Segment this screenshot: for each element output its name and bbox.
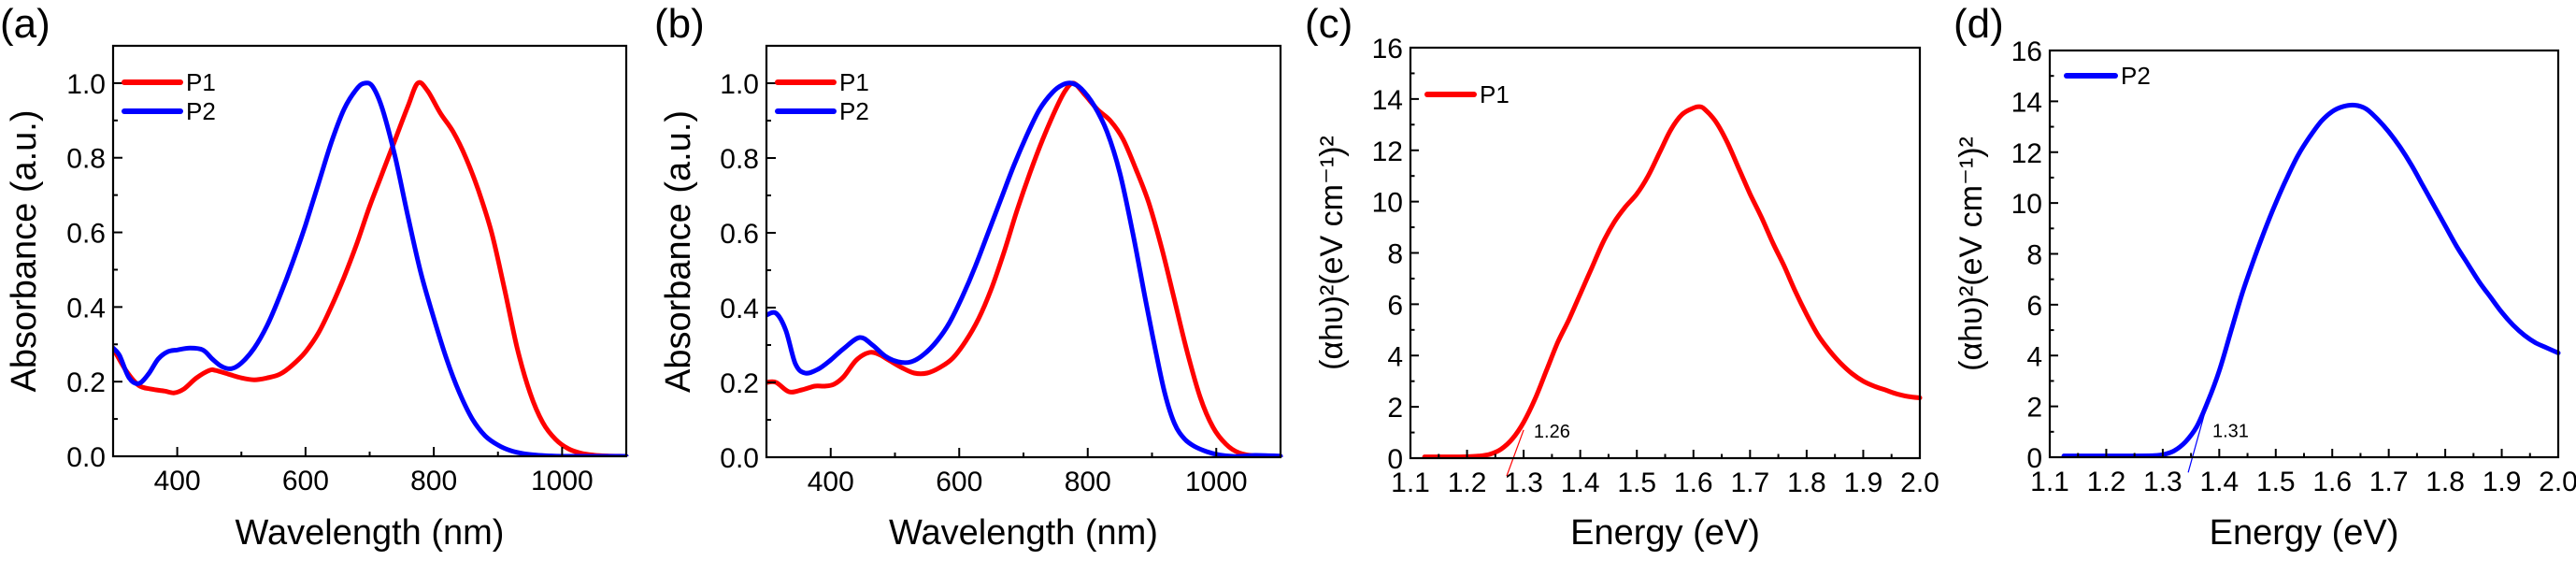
series-line-p1 [1422,104,1923,458]
y-axis-title: (αhυ)²(eV cm⁻¹)² [1314,136,1350,370]
y-tick-label: 0 [2026,443,2042,474]
y-tick-label: 12 [1372,137,1403,167]
panel-letter: (a) [0,1,50,47]
y-tick-label: 6 [1387,290,1403,321]
x-tick-label: 1.4 [1561,468,1600,498]
y-tick-label: 16 [1372,34,1403,65]
x-tick-label: 2.0 [1900,468,1939,498]
legend-label-p1: P1 [839,68,869,96]
x-tick-label: 1000 [1185,467,1248,497]
panel-b: (b) 400 600 800 1000 0.0 0.2 0.4 0.6 0.8 1.0 Wavele… [654,1,1283,553]
x-tick-label: 400 [154,466,201,496]
x-tick-label: 1.1 [2030,467,2069,497]
y-tick-label: 0.0 [720,443,759,474]
y-tick-label: 10 [1372,188,1403,219]
x-tick-label: 1000 [531,466,594,496]
y-axis-title: Absorbance (a.u.) [659,110,698,393]
panel-letter: (c) [1305,1,1352,47]
y-tick-label: 6 [2026,291,2042,322]
y-tick-label: 0.2 [66,367,106,398]
legend-label-p1: P1 [1480,80,1510,108]
y-tick-label: 4 [1387,341,1403,372]
y-tick-label: 0.4 [720,294,759,324]
x-tick-label: 1.2 [1448,468,1487,498]
x-tick-label: 1.1 [1391,468,1430,498]
y-tick-label: 1.0 [66,69,106,100]
y-tick-label: 2 [1387,393,1403,424]
bandgap-annotation: 1.31 [2212,421,2249,441]
panel-letter: (d) [1953,1,2004,47]
x-tick-label: 1.6 [2312,467,2352,497]
x-axis-title: Wavelength (nm) [889,513,1158,553]
panel-c: (c) 1.26 1.1 1.2 1.3 1.4 1.5 1.6 1.7 1.8 1.9 2.0 0 2 4… [1305,1,1939,553]
series-line-p1 [766,80,1283,457]
x-tick-label: 1.7 [1730,468,1769,498]
y-tick-label: 0.8 [66,144,106,175]
series-line-p2 [766,80,1283,457]
y-tick-label: 0.4 [66,293,106,324]
series-line-p2 [2061,102,2561,457]
x-tick-label: 400 [808,467,854,497]
x-tick-label: 1.4 [2199,467,2239,497]
x-tick-label: 1.2 [2087,467,2126,497]
y-tick-label: 14 [2011,87,2042,118]
x-axis-title: Wavelength (nm) [236,513,505,553]
y-tick-label: 0.2 [720,368,759,399]
x-tick-label: 1.5 [1617,468,1656,498]
panel-letter: (b) [654,1,705,47]
x-tick-label: 1.6 [1674,468,1713,498]
y-axis-title: (αhυ)²(eV cm⁻¹)² [1953,137,1989,371]
x-tick-label: 1.5 [2256,467,2296,497]
x-tick-label: 600 [936,467,982,497]
x-tick-label: 1.7 [2369,467,2409,497]
y-tick-label: 14 [1372,85,1403,116]
tangent-line [1506,429,1524,477]
panel-a: (a) 400 600 800 1000 0.0 0.2 0.4 0.6 0.8 1.0 Wavele… [0,1,629,553]
x-tick-label: 800 [410,466,457,496]
plot-frame [1409,46,1922,460]
series-line-p2 [113,80,629,456]
panel-d: (d) 1.31 1.1 1.2 1.3 1.4 1.5 1.6 1.7 1.8 1.9 2.0 0 2 4… [1953,1,2576,553]
y-tick-label: 0.6 [66,219,106,250]
y-tick-label: 1.0 [720,69,759,100]
legend-label-p2: P2 [2121,62,2151,90]
y-tick-label: 2 [2026,393,2042,424]
x-axis-title: Energy (eV) [2210,513,2399,553]
x-tick-label: 2.0 [2539,467,2576,497]
series-line-p1 [113,79,629,456]
y-tick-label: 4 [2026,341,2042,372]
x-tick-label: 1.9 [1844,468,1883,498]
x-tick-label: 1.9 [2483,467,2522,497]
x-tick-label: 1.8 [2426,467,2465,497]
y-tick-label: 0.6 [720,219,759,250]
plot-frame [2048,49,2560,459]
x-tick-label: 1.3 [1504,468,1543,498]
bandgap-annotation: 1.26 [1534,422,1570,442]
x-tick-label: 800 [1065,467,1111,497]
legend-label-p1: P1 [186,68,216,96]
y-tick-label: 8 [1387,239,1403,270]
y-axis-title: Absorbance (a.u.) [5,109,44,392]
x-tick-label: 1.3 [2143,467,2182,497]
x-tick-label: 1.8 [1787,468,1826,498]
y-tick-label: 0.0 [66,442,106,473]
y-tick-label: 10 [2011,189,2042,220]
y-tick-label: 0.8 [720,144,759,175]
x-tick-label: 600 [282,466,329,496]
y-tick-label: 8 [2026,240,2042,271]
tangent-line [2187,410,2206,473]
y-tick-label: 16 [2011,36,2042,67]
y-tick-label: 12 [2011,138,2042,169]
legend-label-p2: P2 [186,97,216,125]
x-axis-title: Energy (eV) [1570,513,1760,553]
y-tick-label: 0 [1387,444,1403,475]
legend-label-p2: P2 [839,97,869,125]
